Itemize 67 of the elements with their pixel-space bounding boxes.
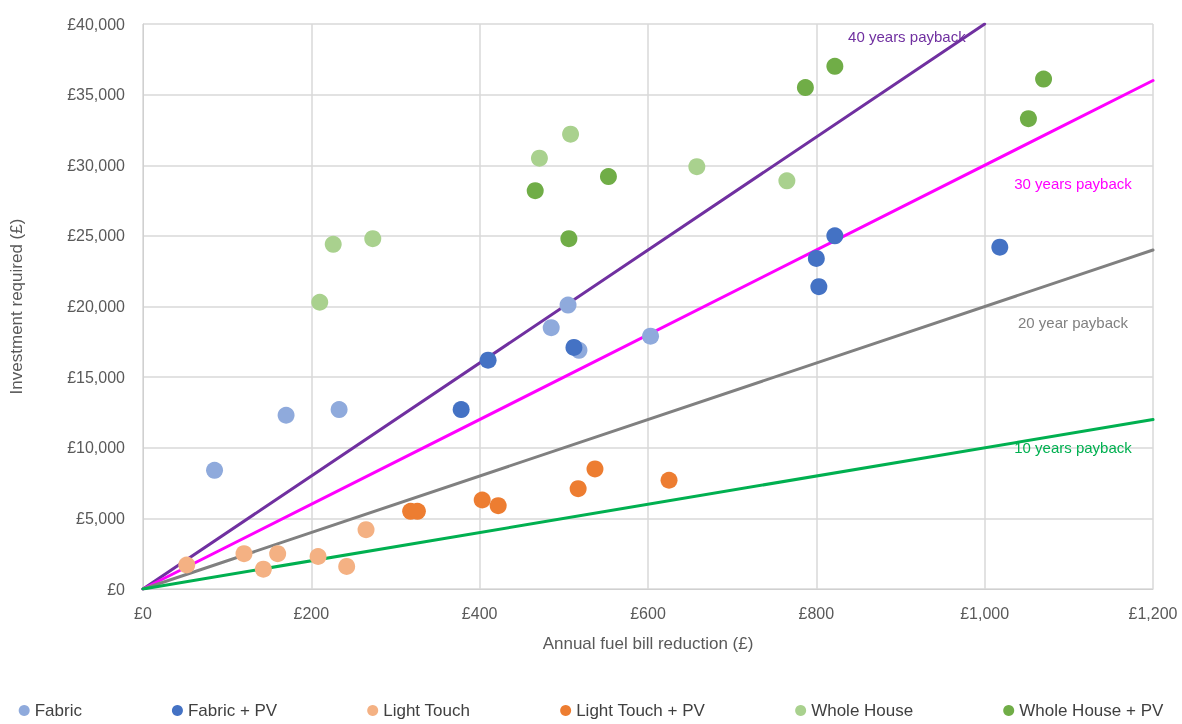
point <box>526 182 544 200</box>
point <box>269 545 287 563</box>
series-label: 20 year payback <box>1017 314 1129 331</box>
x-tick-label: £1,200 <box>1128 604 1178 622</box>
point <box>309 548 327 566</box>
point <box>452 401 470 419</box>
point <box>810 278 828 296</box>
x-axis-title: Annual fuel bill reduction (£) <box>542 634 754 653</box>
point <box>599 168 617 186</box>
point <box>235 545 253 563</box>
y-tick-label: £15,000 <box>67 368 126 386</box>
point <box>206 461 224 479</box>
point <box>542 319 560 337</box>
legend-label: Light Touch + PV <box>576 701 706 720</box>
y-tick-label: £35,000 <box>67 86 126 104</box>
y-axis-title: Investment required (£) <box>7 218 26 395</box>
point <box>1019 110 1037 128</box>
point <box>357 521 375 539</box>
y-tick-label: £10,000 <box>67 439 126 457</box>
point <box>562 125 580 143</box>
y-tick-label: £40,000 <box>67 15 126 33</box>
point <box>569 480 587 498</box>
point <box>796 79 814 97</box>
point <box>560 230 578 248</box>
y-tick-label: £5,000 <box>76 509 126 527</box>
x-tick-label: £0 <box>134 604 152 622</box>
point <box>254 560 272 578</box>
point <box>364 230 382 248</box>
point <box>338 557 356 575</box>
point <box>473 491 491 509</box>
point <box>489 497 507 515</box>
x-tick-label: £400 <box>461 604 498 622</box>
y-tick-label: £25,000 <box>67 227 126 245</box>
legend-label: Fabric + PV <box>187 701 278 720</box>
legend-label: Whole House <box>811 701 914 720</box>
y-tick-label: £0 <box>107 580 126 598</box>
point <box>178 556 196 574</box>
y-tick-label: £20,000 <box>67 298 126 315</box>
x-tick-label: £600 <box>630 604 666 622</box>
point <box>642 327 660 345</box>
legend-label: Fabric <box>34 701 83 720</box>
x-tick-label: £800 <box>798 604 835 622</box>
series-label: 30 years payback <box>1014 174 1133 192</box>
point <box>1035 70 1053 88</box>
point <box>586 460 604 478</box>
point <box>807 249 825 267</box>
point <box>559 296 577 314</box>
x-tick-label: £1,000 <box>960 604 1010 622</box>
point <box>660 471 678 489</box>
legend-label: Light Touch <box>383 701 470 720</box>
point <box>565 338 583 356</box>
point <box>324 235 342 253</box>
series-label: 10 years payback <box>1014 438 1133 456</box>
point <box>311 293 329 311</box>
point <box>277 406 295 424</box>
legend-label: Whole House + PV <box>1019 701 1164 720</box>
point <box>330 401 348 419</box>
point <box>778 172 796 190</box>
point <box>530 149 548 167</box>
x-tick-label: £200 <box>293 604 330 622</box>
point <box>826 57 844 75</box>
point <box>991 238 1009 256</box>
point <box>826 227 844 245</box>
point <box>479 351 497 369</box>
series-label: 40 years payback <box>848 27 967 45</box>
point <box>688 158 706 176</box>
y-tick-label: £30,000 <box>67 156 126 174</box>
